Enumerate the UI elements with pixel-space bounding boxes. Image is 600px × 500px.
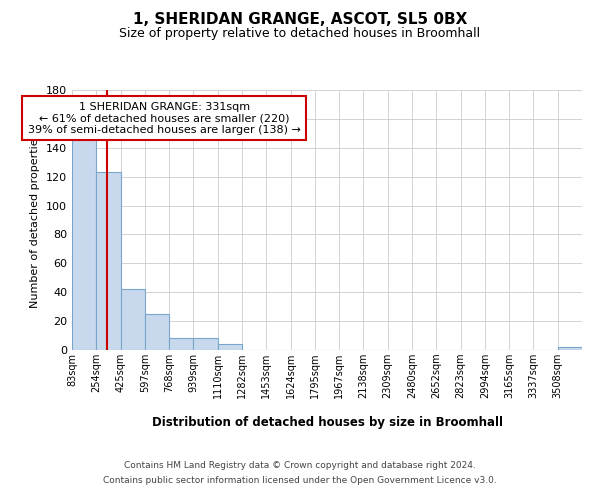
Bar	[96, 172, 121, 350]
Text: 1, SHERIDAN GRANGE, ASCOT, SL5 0BX: 1, SHERIDAN GRANGE, ASCOT, SL5 0BX	[133, 12, 467, 28]
Text: 1 SHERIDAN GRANGE: 331sqm
← 61% of detached houses are smaller (220)
39% of semi: 1 SHERIDAN GRANGE: 331sqm ← 61% of detac…	[28, 102, 301, 135]
Y-axis label: Number of detached properties: Number of detached properties	[31, 132, 40, 308]
Bar	[218, 344, 242, 350]
Bar	[558, 347, 582, 350]
Bar	[193, 338, 218, 350]
Bar	[145, 314, 169, 350]
Bar	[72, 132, 96, 350]
Bar	[169, 338, 193, 350]
Text: Contains HM Land Registry data © Crown copyright and database right 2024.: Contains HM Land Registry data © Crown c…	[124, 461, 476, 470]
Bar	[121, 290, 145, 350]
Text: Contains public sector information licensed under the Open Government Licence v3: Contains public sector information licen…	[103, 476, 497, 485]
Text: Size of property relative to detached houses in Broomhall: Size of property relative to detached ho…	[119, 28, 481, 40]
Text: Distribution of detached houses by size in Broomhall: Distribution of detached houses by size …	[151, 416, 503, 429]
